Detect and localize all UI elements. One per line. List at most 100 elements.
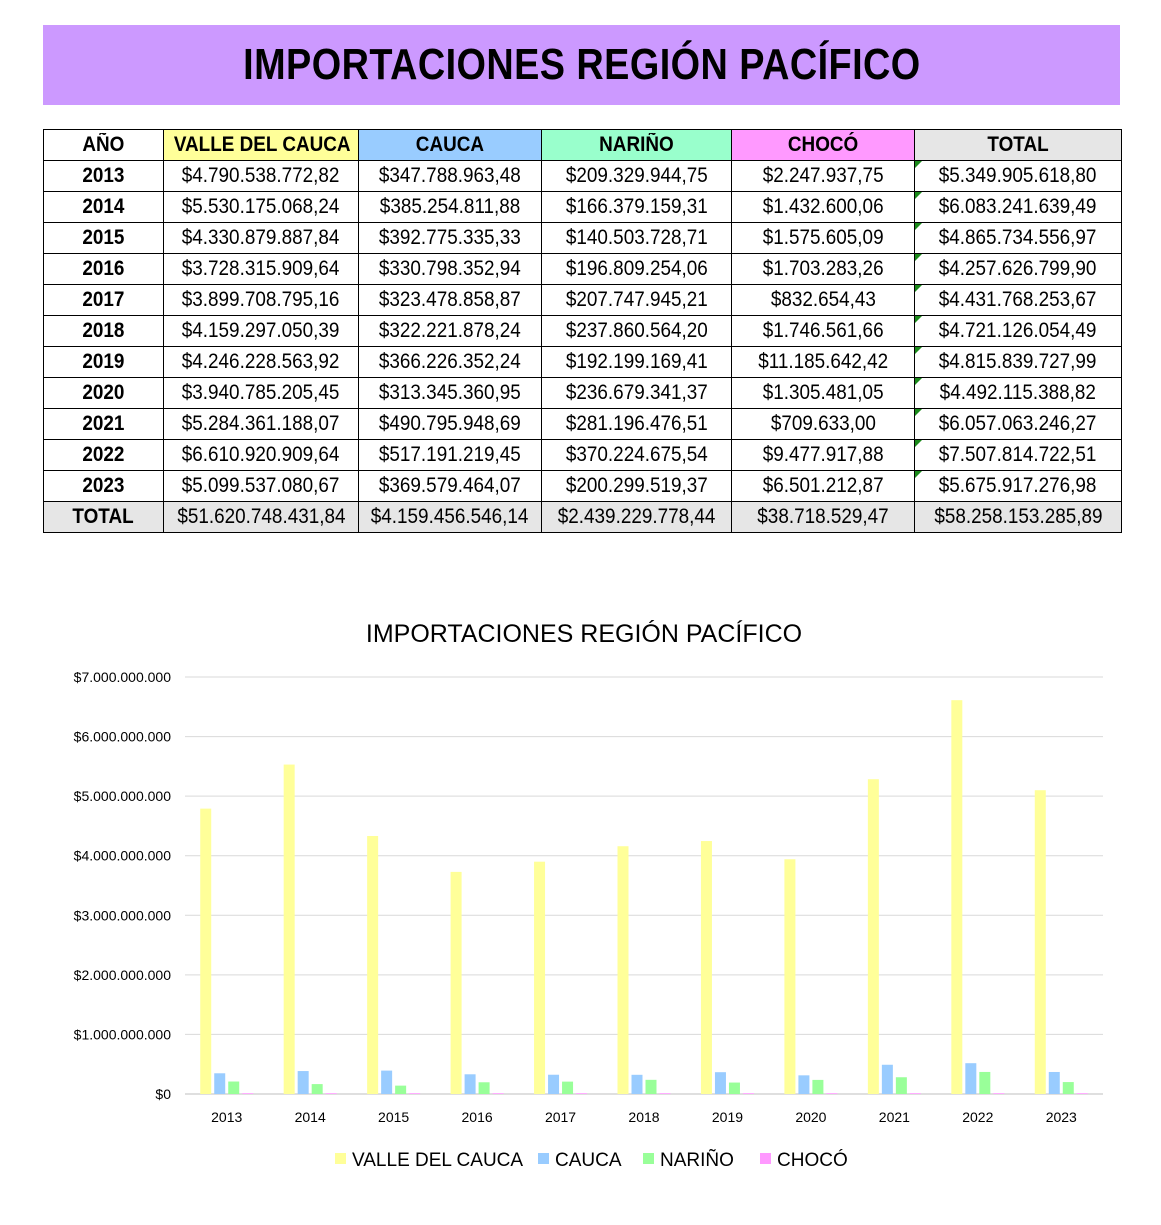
- bar-choc--2019: [742, 1093, 754, 1094]
- value-cell: $369.579.464,07: [358, 470, 542, 502]
- value-cell: $4.246.228.563,92: [163, 346, 359, 378]
- bar-choc--2013: [242, 1093, 254, 1094]
- x-tick-label: 2018: [628, 1109, 659, 1125]
- value-cell: $5.099.537.080,67: [163, 470, 359, 502]
- value-cell: $4.492.115.388,82: [914, 377, 1122, 409]
- value-cell: $281.196.476,51: [541, 408, 732, 440]
- value-cell: $832.654,43: [731, 284, 915, 316]
- bar-valle-del-cauca-2020: [784, 859, 796, 1094]
- x-tick-label: 2022: [962, 1109, 993, 1125]
- legend-label: CAUCA: [555, 1150, 622, 1171]
- page-title: IMPORTACIONES REGIÓN PACÍFICO: [242, 40, 921, 89]
- year-cell: 2021: [43, 408, 164, 440]
- header-cell: CAUCA: [358, 129, 542, 161]
- bar-choc--2016: [492, 1093, 504, 1094]
- x-tick-label: 2017: [545, 1109, 576, 1125]
- value-cell: $1.703.283,26: [731, 253, 915, 285]
- value-cell: $166.379.159,31: [541, 191, 732, 223]
- formula-flag-icon: [915, 254, 922, 261]
- table-row: 2018 $4.159.297.050,39 $322.221.878,24 $237…: [43, 315, 1122, 347]
- value-cell: $6.083.241.639,49: [914, 191, 1122, 223]
- value-cell: $392.775.335,33: [358, 222, 542, 254]
- chart-title: IMPORTACIONES REGIÓN PACÍFICO: [366, 619, 802, 648]
- value-cell: $6.610.920.909,64: [163, 439, 359, 471]
- legend-label: CHOCÓ: [777, 1149, 848, 1171]
- bar-nari-o-2023: [1062, 1082, 1074, 1094]
- y-tick-label: $6.000.000.000: [74, 729, 172, 745]
- value-cell: $4.257.626.799,90: [914, 253, 1122, 285]
- formula-flag-icon: [915, 285, 922, 292]
- legend-swatch: [643, 1153, 654, 1164]
- value-cell: $1.305.481,05: [731, 377, 915, 409]
- bar-cauca-2022: [965, 1063, 977, 1094]
- value-cell: $9.477.917,88: [731, 439, 915, 471]
- y-tick-label: $1.000.000.000: [74, 1026, 172, 1042]
- value-cell: $5.530.175.068,24: [163, 191, 359, 223]
- y-tick-label: $5.000.000.000: [74, 788, 172, 804]
- bar-valle-del-cauca-2014: [283, 764, 295, 1094]
- value-cell: $3.728.315.909,64: [163, 253, 359, 285]
- value-cell: $196.809.254,06: [541, 253, 732, 285]
- y-tick-label: $3.000.000.000: [74, 907, 172, 923]
- bar-valle-del-cauca-2017: [534, 861, 546, 1094]
- value-cell: $192.199.169,41: [541, 346, 732, 378]
- value-cell: $2.439.229.778,44: [541, 501, 732, 533]
- y-tick-label: $7.000.000.000: [74, 669, 172, 685]
- value-cell: $207.747.945,21: [541, 284, 732, 316]
- value-cell: $385.254.811,88: [358, 191, 542, 223]
- value-cell: $5.675.917.276,98: [914, 470, 1122, 502]
- value-cell: $1.575.605,09: [731, 222, 915, 254]
- header-cell: TOTAL: [914, 129, 1122, 161]
- bar-nari-o-2022: [979, 1071, 991, 1094]
- bar-cauca-2016: [464, 1074, 476, 1094]
- value-cell: $7.507.814.722,51: [914, 439, 1122, 471]
- table-row: 2023 $5.099.537.080,67 $369.579.464,07 $200…: [43, 470, 1122, 502]
- value-cell: $323.478.858,87: [358, 284, 542, 316]
- bar-nari-o-2018: [645, 1079, 657, 1094]
- table-row: 2017 $3.899.708.795,16 $323.478.858,87 $207…: [43, 284, 1122, 316]
- table-row: 2013 $4.790.538.772,82 $347.788.963,48 $209…: [43, 160, 1122, 192]
- value-cell: $3.940.785.205,45: [163, 377, 359, 409]
- table-header-row: AÑO VALLE DEL CAUCA CAUCA NARIÑO CHOCÓ TOTAL: [43, 129, 1122, 161]
- value-cell: $4.330.879.887,84: [163, 222, 359, 254]
- y-tick-label: $4.000.000.000: [74, 848, 172, 864]
- bar-valle-del-cauca-2016: [450, 871, 462, 1094]
- formula-flag-icon: [915, 440, 922, 447]
- bar-nari-o-2015: [395, 1085, 407, 1094]
- x-tick-label: 2015: [378, 1109, 409, 1125]
- bar-cauca-2018: [631, 1074, 643, 1094]
- bar-cauca-2019: [714, 1072, 726, 1094]
- legend-label: NARIÑO: [660, 1149, 734, 1171]
- x-tick-label: 2014: [295, 1109, 326, 1125]
- value-cell: $2.247.937,75: [731, 160, 915, 192]
- table-row: 2021 $5.284.361.188,07 $490.795.948,69 $281…: [43, 408, 1122, 440]
- header-cell: VALLE DEL CAUCA: [163, 129, 359, 161]
- bar-choc--2020: [826, 1093, 838, 1094]
- bar-valle-del-cauca-2019: [700, 841, 712, 1094]
- formula-flag-icon: [915, 347, 922, 354]
- formula-flag-icon: [915, 161, 922, 168]
- value-cell: $366.226.352,24: [358, 346, 542, 378]
- bar-nari-o-2014: [311, 1084, 323, 1094]
- y-tick-label: $2.000.000.000: [74, 967, 172, 983]
- value-cell: $38.718.529,47: [731, 501, 915, 533]
- bar-cauca-2014: [297, 1071, 309, 1094]
- value-cell: $4.865.734.556,97: [914, 222, 1122, 254]
- table-row: 2015 $4.330.879.887,84 $392.775.335,33 $140…: [43, 222, 1122, 254]
- y-tick-label: $0: [155, 1086, 171, 1102]
- bar-valle-del-cauca-2015: [367, 836, 379, 1094]
- value-cell: $209.329.944,75: [541, 160, 732, 192]
- value-cell: $1.746.561,66: [731, 315, 915, 347]
- bar-cauca-2013: [214, 1073, 226, 1094]
- bar-choc--2021: [909, 1093, 921, 1094]
- title-banner: IMPORTACIONES REGIÓN PACÍFICO: [43, 25, 1120, 105]
- bar-cauca-2017: [548, 1074, 560, 1094]
- value-cell: $4.159.297.050,39: [163, 315, 359, 347]
- bar-choc--2015: [409, 1093, 421, 1094]
- bar-cauca-2021: [881, 1064, 893, 1094]
- bar-cauca-2023: [1048, 1071, 1060, 1094]
- bar-valle-del-cauca-2022: [951, 700, 963, 1094]
- bar-valle-del-cauca-2013: [200, 808, 212, 1094]
- value-cell: $4.159.456.546,14: [358, 501, 542, 533]
- bar-nari-o-2013: [228, 1081, 240, 1094]
